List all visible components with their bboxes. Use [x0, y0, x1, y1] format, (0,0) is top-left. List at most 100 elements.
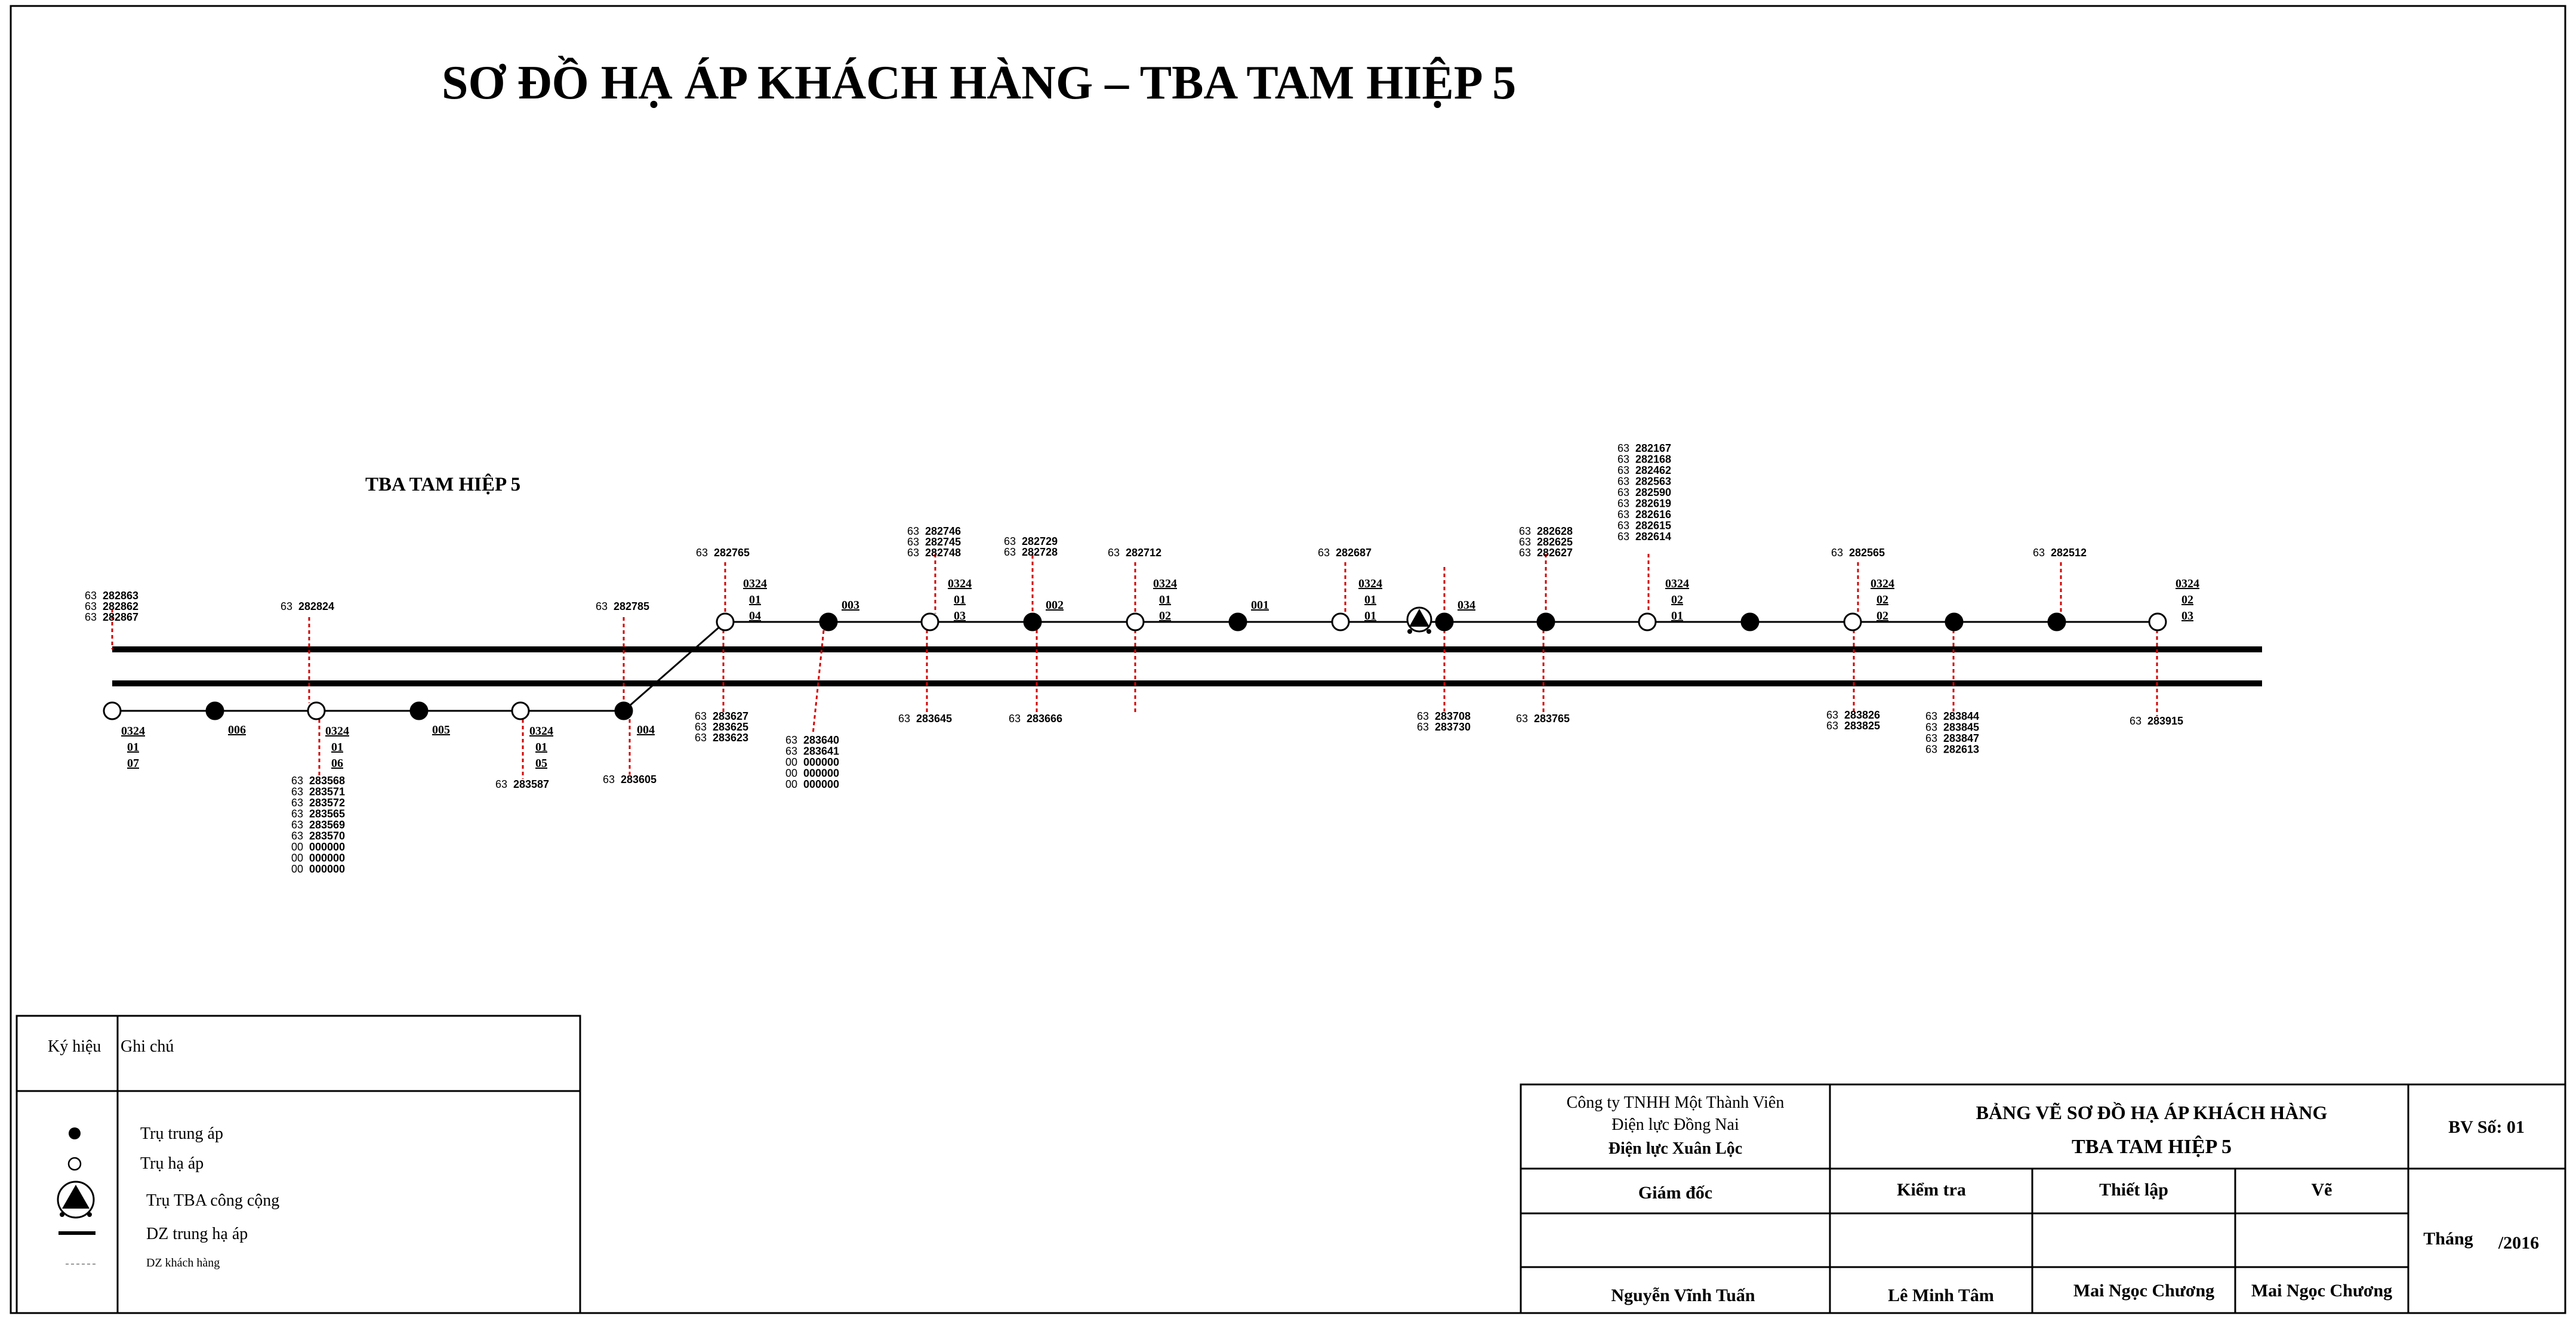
customer-area-code: 63: [1519, 536, 1531, 548]
low-voltage-pole[interactable]: [920, 612, 939, 631]
pole-code-label: 05: [535, 757, 547, 770]
low-voltage-pole[interactable]: [511, 701, 530, 720]
customer-code: 282168: [1635, 454, 1671, 466]
customer-code-list: 63 282746 63 282745 63 282748: [907, 525, 961, 559]
customer-code: 282590: [1635, 486, 1671, 498]
customer-code-list: 63 283645: [898, 713, 952, 725]
customer-area-code: 63: [1519, 547, 1531, 559]
name-check: Lê Minh Tâm: [1888, 1286, 1994, 1305]
customer-area-code: 63: [1617, 509, 1629, 520]
name-director: Nguyễn Vĩnh Tuấn: [1611, 1286, 1755, 1305]
legend-header-note: Ghi chú: [121, 1037, 174, 1056]
pole-number-label: 001: [1251, 599, 1269, 612]
customer-code: 282462: [1635, 464, 1671, 476]
low-voltage-pole[interactable]: [307, 701, 326, 720]
pole-code-label: 0324: [1665, 577, 1689, 590]
customer-area-code: 63: [907, 525, 919, 537]
medium-voltage-pole-icon: [69, 1127, 81, 1139]
customer-code: 283572: [309, 797, 345, 809]
pole-number-label: 034: [1458, 599, 1475, 612]
low-voltage-pole[interactable]: [103, 701, 122, 720]
pole-code-label: 03: [2181, 609, 2193, 623]
customer-code: 282614: [1635, 531, 1671, 543]
medium-voltage-pole[interactable]: [2047, 612, 2066, 631]
low-voltage-pole[interactable]: [2148, 612, 2167, 631]
medium-voltage-pole[interactable]: [1740, 612, 1760, 631]
customer-area-code: 63: [1417, 710, 1429, 722]
customer-area-code: 00: [785, 768, 797, 779]
customer-code: 282863: [103, 590, 138, 602]
customer-code: 282746: [925, 525, 961, 537]
customer-area-code: 63: [695, 710, 707, 722]
medium-voltage-pole[interactable]: [1023, 612, 1042, 631]
customer-code: 283640: [803, 734, 839, 746]
medium-voltage-pole[interactable]: [1945, 612, 1964, 631]
pole-code-label: 02: [1671, 593, 1683, 606]
pole-code-label: 01: [954, 593, 966, 606]
medium-voltage-pole[interactable]: [205, 701, 224, 720]
medium-voltage-pole[interactable]: [614, 701, 633, 720]
medium-voltage-pole[interactable]: [819, 612, 838, 631]
month-label: Tháng: [2423, 1229, 2473, 1249]
customer-code: 282862: [103, 600, 138, 612]
customer-area-code: 63: [1617, 531, 1629, 543]
customer-area-code: 63: [2033, 547, 2045, 559]
pole-code-label: 02: [1876, 609, 1888, 623]
year-label: /2016: [2498, 1233, 2539, 1253]
customer-area-code: 63: [696, 547, 708, 559]
role-design: Thiết lập: [2099, 1180, 2168, 1200]
role-director: Giám đốc: [1638, 1183, 1712, 1203]
company-line-1: Công ty TNHH Một Thành Viên: [1567, 1093, 1785, 1112]
customer-code: 282745: [925, 536, 961, 548]
low-voltage-pole[interactable]: [1638, 612, 1657, 631]
pole-code-label: 0324: [1871, 577, 1894, 590]
pole-code-label: 02: [2181, 593, 2193, 606]
customer-area-code: 63: [85, 600, 97, 612]
customer-code: 282627: [1537, 547, 1573, 559]
pole-code-label: 0324: [743, 577, 767, 590]
pole-code-label: 07: [127, 757, 139, 770]
customer-area-code: 63: [291, 775, 303, 787]
public-substation-icon: [57, 1181, 95, 1219]
low-voltage-pole[interactable]: [1843, 612, 1862, 631]
pole-code-label: 0324: [2176, 577, 2199, 590]
customer-code-list: 63 282863 63 282862 63 282867: [85, 590, 138, 623]
customer-area-code: 63: [695, 732, 707, 744]
customer-code: 283844: [1943, 710, 1979, 722]
pole-code-label: 04: [749, 609, 761, 623]
medium-voltage-pole[interactable]: [1536, 612, 1555, 631]
customer-code-list: 63 282687: [1318, 547, 1372, 559]
customer-code: 282728: [1022, 546, 1058, 558]
poles: [103, 606, 2167, 720]
customer-area-code: 63: [603, 774, 615, 785]
title-block: Công ty TNHH Một Thành Viên Điện lực Đồn…: [1520, 1083, 2566, 1314]
customer-area-code: 63: [1318, 547, 1330, 559]
connector-line: [623, 621, 726, 712]
pole-code-label: 01: [127, 741, 139, 754]
customer-code: 283568: [309, 775, 345, 787]
low-voltage-pole[interactable]: [716, 612, 735, 631]
pole-code-label: 01: [1159, 593, 1171, 606]
customer-area-code: 63: [898, 713, 910, 725]
customer-area-code: 63: [1617, 442, 1629, 454]
legend-label-customer-line: DZ khách hàng: [146, 1256, 220, 1269]
drawing-subtitle: TBA TAM HIỆP 5: [2072, 1135, 2232, 1158]
customer-code: 000000: [309, 852, 345, 864]
medium-voltage-pole[interactable]: [409, 701, 429, 720]
customer-area-code: 63: [1009, 713, 1021, 725]
title-block-frame: [1520, 1083, 2566, 1314]
medium-voltage-pole[interactable]: [1435, 612, 1454, 631]
customer-code: 283570: [309, 830, 345, 842]
low-voltage-pole[interactable]: [1331, 612, 1350, 631]
pole-code-label: 0324: [325, 725, 349, 738]
customer-code: 282712: [1126, 547, 1161, 559]
customer-code-list: 63 282729 63 282728: [1004, 535, 1058, 558]
low-voltage-pole[interactable]: [1126, 612, 1145, 631]
customer-area-code: 63: [1617, 520, 1629, 532]
customer-code-list: 63 283605: [603, 774, 657, 785]
legend-label-medium-pole: Trụ trung áp: [140, 1124, 223, 1143]
medium-voltage-pole[interactable]: [1228, 612, 1247, 631]
pole-code-label: 01: [331, 741, 343, 754]
